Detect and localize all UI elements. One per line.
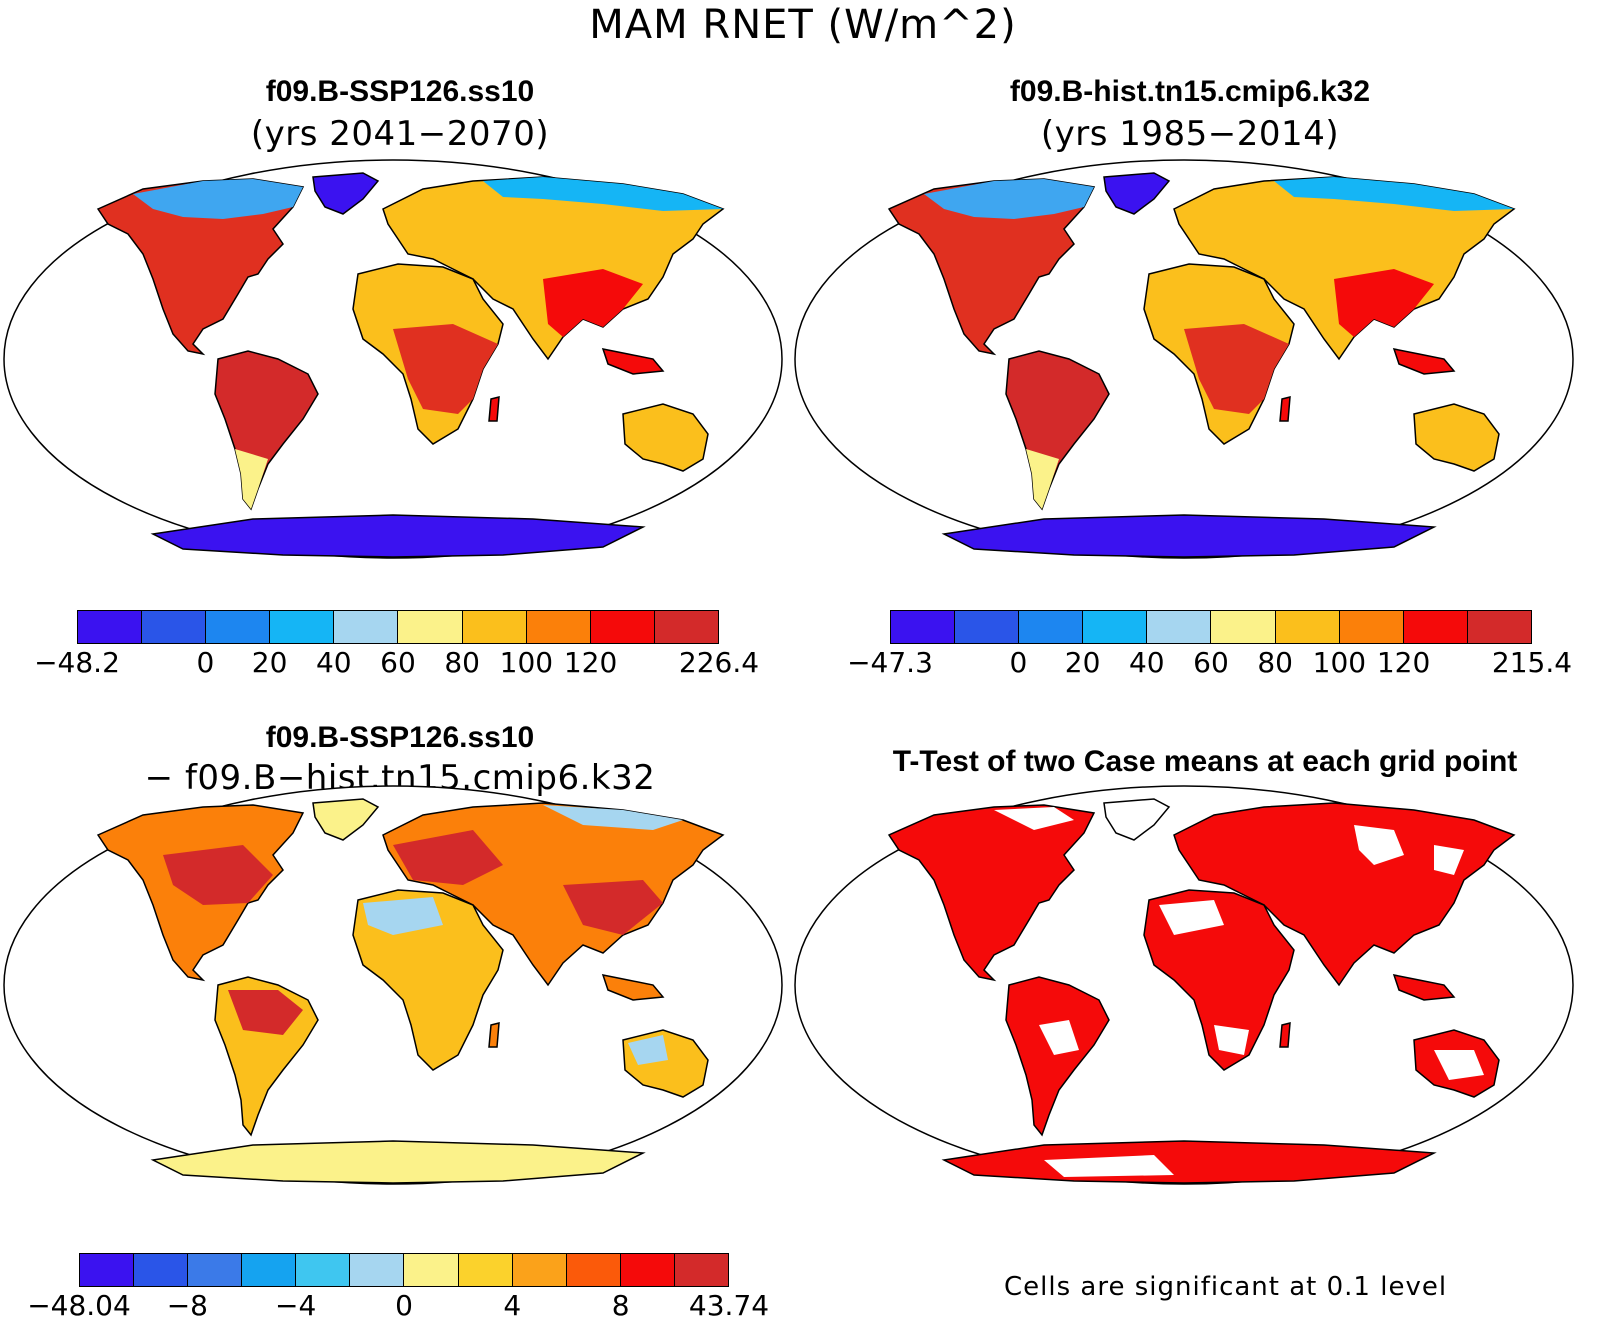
colorbar-tick-label: 80 <box>1257 646 1294 679</box>
panel3-title: f09.B-SSP126.ss10 <box>265 721 535 754</box>
colorbar-tick-label: 0 <box>196 646 215 679</box>
colorbar-panel-3 <box>79 1253 729 1287</box>
colorbar-tick-label: 226.4 <box>678 646 760 679</box>
colorbar-swatch <box>334 611 399 643</box>
colorbar-tick-label: 120 <box>563 646 618 679</box>
colorbar-tick-label: −48.04 <box>27 1289 131 1322</box>
colorbar-swatch <box>1019 611 1084 643</box>
colorbar-swatch <box>206 611 271 643</box>
colorbar-tick-label: 20 <box>251 646 288 679</box>
colorbar-tick-label: −47.3 <box>847 646 933 679</box>
panel4-title: T-Test of two Case means at each grid po… <box>892 745 1518 778</box>
colorbar-swatch <box>1339 611 1404 643</box>
colorbar-tick-label: 0 <box>395 1289 413 1322</box>
map-panel-4 <box>794 785 1574 1185</box>
colorbar-swatch <box>566 1254 621 1286</box>
panel2-title: f09.B-hist.tn15.cmip6.k32 <box>1009 75 1371 108</box>
colorbar-tick-label: 8 <box>611 1289 630 1322</box>
colorbar-swatch <box>350 1254 405 1286</box>
colorbar-swatch <box>891 611 956 643</box>
map-panel-3 <box>3 785 783 1185</box>
colorbar-swatch <box>188 1254 243 1286</box>
colorbar-tick-label: 0 <box>1009 646 1028 679</box>
colorbar-swatch <box>398 611 463 643</box>
figure-title: MAM RNET (W/m^2) <box>589 2 1017 48</box>
colorbar-swatch <box>955 611 1020 643</box>
colorbar-tick-label: 4 <box>503 1289 522 1322</box>
colorbar-swatch <box>142 611 207 643</box>
colorbar-swatch <box>404 1254 459 1286</box>
colorbar-swatch <box>674 1254 728 1286</box>
colorbar-panel-1 <box>77 610 719 644</box>
panel1-subtitle: (yrs 2041−2070) <box>250 114 550 154</box>
colorbar-swatch <box>654 611 718 643</box>
colorbar-tick-label: −8 <box>166 1289 208 1322</box>
colorbar-swatch <box>1467 611 1531 643</box>
panel1-title: f09.B-SSP126.ss10 <box>265 75 535 108</box>
colorbar-tick-label: 80 <box>444 646 481 679</box>
colorbar-swatch <box>1083 611 1148 643</box>
colorbar-swatch <box>242 1254 297 1286</box>
colorbar-tick-label: 100 <box>499 646 554 679</box>
colorbar-swatch <box>270 611 335 643</box>
colorbar-tick-label: 40 <box>315 646 352 679</box>
colorbar-swatch <box>1275 611 1340 643</box>
colorbar-tick-label: 60 <box>1193 646 1229 679</box>
colorbar-swatch <box>620 1254 675 1286</box>
colorbar-swatch <box>1147 611 1212 643</box>
colorbar-tick-label: 215.4 <box>1491 646 1573 679</box>
colorbar-tick-label: −4 <box>275 1289 317 1322</box>
colorbar-swatch <box>462 611 527 643</box>
colorbar-tick-label: −48.2 <box>34 646 120 679</box>
colorbar-tick-label: 60 <box>380 646 416 679</box>
map-panel-2 <box>794 159 1574 559</box>
colorbar-tick-label: 120 <box>1376 646 1431 679</box>
panel2-subtitle: (yrs 1985−2014) <box>1040 114 1340 154</box>
colorbar-swatch <box>80 1254 135 1286</box>
colorbar-tick-label: 20 <box>1064 646 1101 679</box>
colorbar-tick-label: 40 <box>1128 646 1165 679</box>
colorbar-panel-2 <box>890 610 1532 644</box>
colorbar-swatch <box>526 611 591 643</box>
colorbar-swatch <box>458 1254 513 1286</box>
colorbar-swatch <box>78 611 143 643</box>
colorbar-tick-label: 43.74 <box>688 1289 770 1322</box>
map-panel-1 <box>3 159 783 559</box>
colorbar-tick-label: 100 <box>1312 646 1367 679</box>
colorbar-swatch <box>134 1254 189 1286</box>
significance-note: Cells are significant at 0.1 level <box>1004 1272 1448 1302</box>
colorbar-swatch <box>512 1254 567 1286</box>
colorbar-swatch <box>590 611 655 643</box>
colorbar-swatch <box>1211 611 1276 643</box>
colorbar-swatch <box>296 1254 351 1286</box>
colorbar-swatch <box>1403 611 1468 643</box>
